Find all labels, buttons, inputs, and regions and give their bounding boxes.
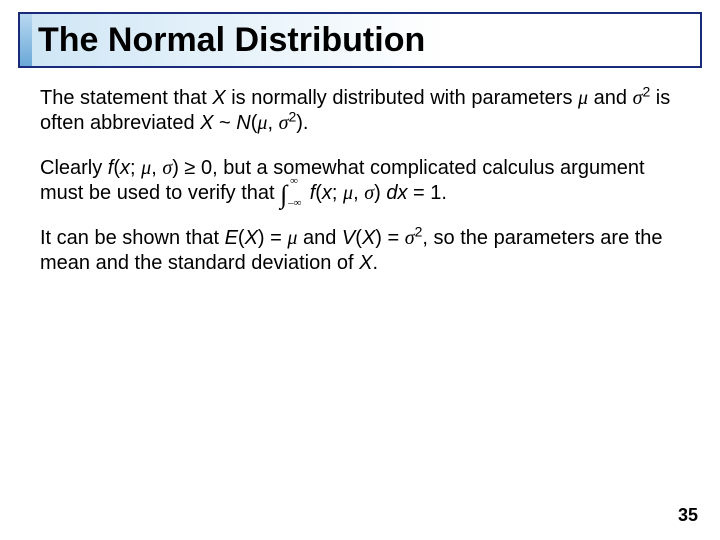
p1-text-a: The statement that [40, 87, 212, 109]
p2-comma: , [151, 157, 162, 179]
integral-upper: ∞ [290, 175, 298, 189]
p3-X3: X [359, 252, 372, 274]
p2-dx: d [381, 182, 398, 204]
p3-sigma: σ [405, 227, 415, 249]
p1-sigma2: σ [279, 112, 289, 134]
p1-N: N [236, 112, 250, 134]
p2-comma2: , [353, 182, 364, 204]
p3-open2: ( [355, 227, 362, 249]
title-gradient: The Normal Distribution [32, 14, 445, 66]
p3-mu: μ [287, 227, 297, 249]
integral-sign: ∫ [280, 179, 287, 212]
p3-open: ( [238, 227, 245, 249]
slide-title: The Normal Distribution [38, 21, 425, 60]
p1-close: ). [296, 112, 308, 134]
p2-semi2: ; [332, 182, 343, 204]
p2-x: x [120, 157, 130, 179]
title-bar: The Normal Distribution [18, 12, 702, 68]
p3-text-a: It can be shown that [40, 227, 225, 249]
p2-close: ) [172, 157, 179, 179]
p1-var-X: X [212, 87, 225, 109]
p2-mu: μ [141, 157, 151, 179]
p2-x2: x [322, 182, 332, 204]
p3-eq2: = [382, 227, 405, 249]
p3-E: E [225, 227, 238, 249]
integral-lower: –∞ [288, 197, 301, 211]
p1-text-c: and [588, 87, 632, 109]
paragraph-2: Clearly f(x; μ, σ) ≥ 0, but a somewhat c… [40, 156, 680, 206]
p3-period: . [372, 252, 378, 274]
p1-mu2: μ [257, 112, 267, 134]
p2-close2: ) [374, 182, 381, 204]
p3-X2: X [362, 227, 375, 249]
p3-V: V [342, 227, 355, 249]
p3-X: X [245, 227, 258, 249]
p2-mu2: μ [343, 182, 353, 204]
p1-text-b: is normally distributed with parameters [226, 87, 578, 109]
p3-close: ) [258, 227, 265, 249]
p1-comma: , [267, 112, 278, 134]
p3-close2: ) [375, 227, 382, 249]
p2-text-a: Clearly [40, 157, 108, 179]
p2-eq1: = 1. [407, 182, 446, 204]
p2-sigma2: σ [364, 182, 374, 204]
slide-body: The statement that X is normally distrib… [40, 86, 680, 296]
paragraph-1: The statement that X is normally distrib… [40, 86, 680, 136]
paragraph-3: It can be shown that E(X) = μ and V(X) =… [40, 226, 680, 276]
p1-mu: μ [578, 87, 588, 109]
p2-x3: x [397, 182, 407, 204]
title-accent [20, 14, 32, 66]
p2-open2: ( [315, 182, 322, 204]
p1-var-X2: X [200, 112, 213, 134]
p2-semi: ; [130, 157, 141, 179]
p1-tilde: ~ [213, 112, 236, 134]
p2-sigma: σ [162, 157, 172, 179]
p1-sigma: σ [633, 87, 643, 109]
slide: The Normal Distribution The statement th… [0, 0, 720, 540]
page-number: 35 [678, 505, 698, 526]
p3-eq: = [265, 227, 288, 249]
integral-icon: ∫∞–∞ [280, 183, 304, 205]
p3-and: and [297, 227, 341, 249]
